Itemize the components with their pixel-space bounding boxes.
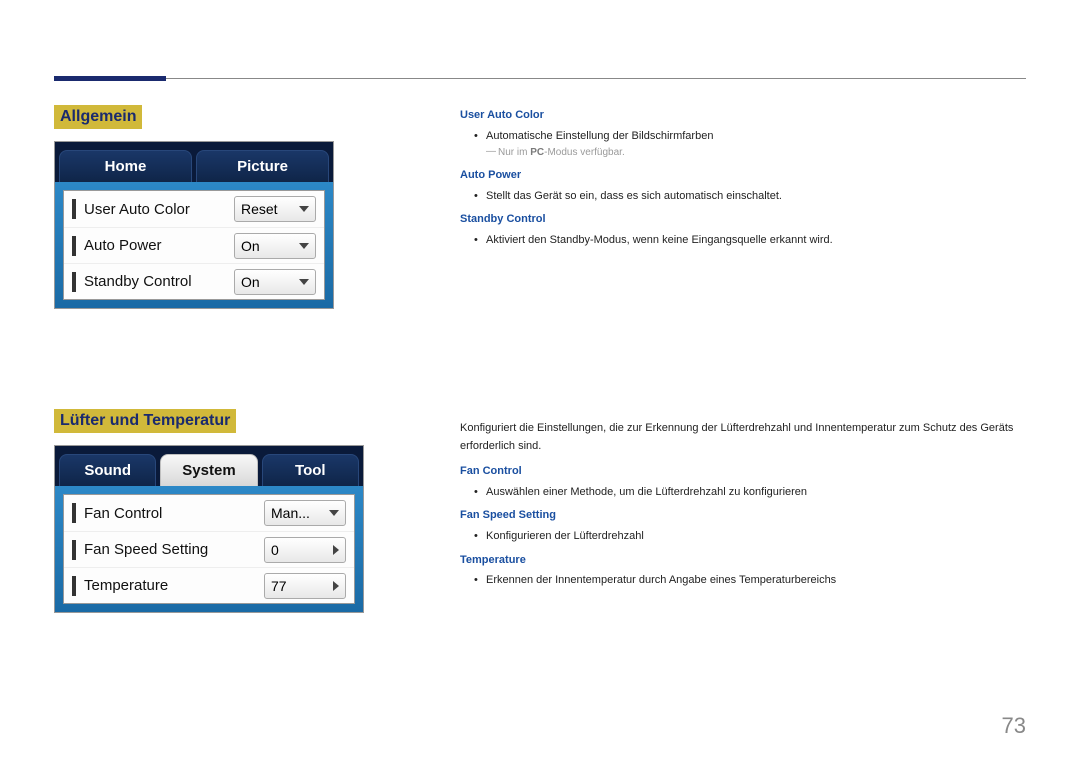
panel-1: User Auto Color Reset Auto Power On: [55, 182, 333, 308]
bullet-text: Automatische Einstellung der Bildschirmf…: [460, 128, 1026, 146]
bullet-text: Aktiviert den Standby-Modus, wenn keine …: [460, 232, 1026, 250]
row-auto-power: Auto Power On: [64, 227, 324, 263]
note-pc-mode: Nur im PC-Modus verfügbar.: [486, 145, 1026, 161]
stepper-value: 77: [271, 578, 287, 594]
row-marker: [72, 540, 76, 560]
chevron-down-icon: [329, 510, 339, 516]
screenshot-luefter: Sound System Tool Fan Control Man...: [54, 445, 364, 613]
row-fan-control: Fan Control Man...: [64, 495, 354, 531]
note-pre: Nur im: [498, 147, 530, 158]
tab-home[interactable]: Home: [59, 150, 192, 182]
tabbar-1: Home Picture: [55, 142, 333, 182]
subhead-fan-speed-setting: Fan Speed Setting: [460, 507, 1026, 525]
intro-text: Konfiguriert die Einstellungen, die zur …: [460, 420, 1026, 455]
subhead-auto-power: Auto Power: [460, 167, 1026, 185]
section-luefter: Lüfter und Temperatur Sound System Tool …: [54, 409, 394, 613]
dropdown-standby-control[interactable]: On: [234, 269, 316, 295]
stepper-value: 0: [271, 542, 279, 558]
dropdown-value: On: [241, 274, 260, 290]
row-label: Fan Speed Setting: [84, 541, 264, 558]
chevron-down-icon: [299, 279, 309, 285]
tab-system[interactable]: System: [160, 454, 257, 486]
dropdown-value: On: [241, 238, 260, 254]
bullet-text: Stellt das Gerät so ein, dass es sich au…: [460, 188, 1026, 206]
tab-tool[interactable]: Tool: [262, 454, 359, 486]
right-column-1: User Auto Color Automatische Einstellung…: [460, 105, 1026, 250]
chevron-right-icon: [333, 545, 339, 555]
subhead-fan-control: Fan Control: [460, 463, 1026, 481]
page-number: 73: [1002, 713, 1026, 739]
row-label: Auto Power: [84, 237, 234, 254]
dropdown-auto-power[interactable]: On: [234, 233, 316, 259]
panel-2: Fan Control Man... Fan Speed Setting 0: [55, 486, 363, 612]
heading-luefter: Lüfter und Temperatur: [54, 409, 236, 433]
tab-picture[interactable]: Picture: [196, 150, 329, 182]
row-label: Standby Control: [84, 273, 234, 290]
dropdown-value: Reset: [241, 201, 278, 217]
bullet-text: Erkennen der Innentemperatur durch Angab…: [460, 572, 1026, 590]
header-rule-accent: [54, 76, 166, 81]
tab-sound[interactable]: Sound: [59, 454, 156, 486]
section-allgemein: Allgemein Home Picture User Auto Color R…: [54, 105, 394, 309]
row-marker: [72, 272, 76, 292]
heading-allgemein: Allgemein: [54, 105, 142, 129]
row-marker: [72, 576, 76, 596]
stepper-temperature[interactable]: 77: [264, 573, 346, 599]
note-pc: PC: [530, 147, 544, 158]
row-label: Fan Control: [84, 505, 264, 522]
row-standby-control: Standby Control On: [64, 263, 324, 299]
row-label: Temperature: [84, 577, 264, 594]
row-marker: [72, 236, 76, 256]
subhead-user-auto-color: User Auto Color: [460, 107, 1026, 125]
screenshot-allgemein: Home Picture User Auto Color Reset: [54, 141, 334, 309]
chevron-right-icon: [333, 581, 339, 591]
row-temperature: Temperature 77: [64, 567, 354, 603]
chevron-down-icon: [299, 206, 309, 212]
row-marker: [72, 503, 76, 523]
header-rule: [54, 78, 1026, 79]
row-marker: [72, 199, 76, 219]
subhead-standby-control: Standby Control: [460, 211, 1026, 229]
bullet-text: Auswählen einer Methode, um die Lüfterdr…: [460, 484, 1026, 502]
note-post: -Modus verfügbar.: [544, 147, 625, 158]
dropdown-user-auto-color[interactable]: Reset: [234, 196, 316, 222]
row-fan-speed-setting: Fan Speed Setting 0: [64, 531, 354, 567]
tabbar-2: Sound System Tool: [55, 446, 363, 486]
dropdown-fan-control[interactable]: Man...: [264, 500, 346, 526]
stepper-fan-speed[interactable]: 0: [264, 537, 346, 563]
right-column-2: Konfiguriert die Einstellungen, die zur …: [460, 420, 1026, 590]
row-label: User Auto Color: [84, 201, 234, 218]
row-user-auto-color: User Auto Color Reset: [64, 191, 324, 227]
left-column: Allgemein Home Picture User Auto Color R…: [54, 105, 394, 613]
bullet-text: Konfigurieren der Lüfterdrehzahl: [460, 528, 1026, 546]
dropdown-value: Man...: [271, 505, 310, 521]
chevron-down-icon: [299, 243, 309, 249]
subhead-temperature: Temperature: [460, 552, 1026, 570]
